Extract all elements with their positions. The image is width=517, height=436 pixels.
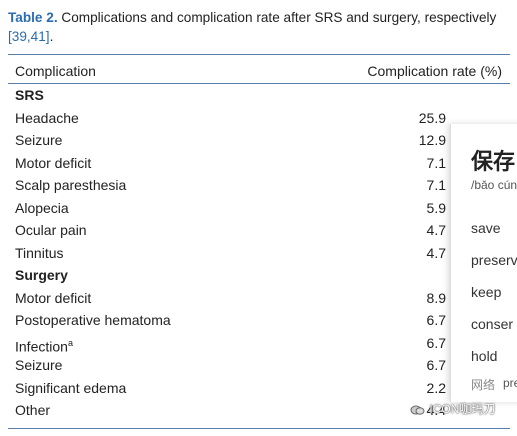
header-rule — [8, 83, 510, 84]
caption-label: Table 2. — [8, 10, 58, 25]
web-label: 网络 — [471, 378, 496, 392]
label-text: Ocular pain — [15, 222, 87, 238]
watermark-text: ICON咖玛刀 — [429, 402, 496, 416]
row-label: Seizure — [15, 131, 62, 149]
row-value: 7.1 — [426, 154, 446, 171]
row-label: Postoperative hematoma — [15, 311, 171, 329]
row-value: 6.7 — [426, 312, 446, 328]
row-label: Significant edema — [15, 379, 126, 397]
label-text: Infection — [15, 338, 68, 355]
row-value: 12.9 — [418, 132, 446, 148]
web-text: pre — [503, 376, 517, 390]
sense: conser — [471, 316, 514, 332]
footnote-mark: a — [67, 337, 73, 348]
sense: save — [471, 220, 501, 236]
sense: hold — [471, 348, 498, 364]
row-label: Ocular pain — [15, 221, 87, 239]
label-text: Scalp paresthesia — [15, 177, 127, 193]
caption-refs[interactable]: [39,41] — [8, 29, 50, 44]
translation-popup[interactable]: 保存 /bǎo cún save preserv keep conser hold 网络… — [450, 124, 517, 402]
row-label: Headache — [15, 109, 79, 127]
row-value: 25.9 — [418, 109, 446, 126]
row-label: Motor deficit — [15, 289, 91, 307]
row-value: 5.9 — [426, 199, 446, 216]
label-text: Seizure — [15, 132, 63, 148]
row-label: Seizure — [15, 356, 62, 374]
sense: preserv — [471, 252, 517, 268]
caption-end: . — [49, 29, 54, 44]
label-text: Postoperative hematoma — [15, 312, 171, 328]
label-text: Significant edema — [15, 379, 127, 396]
wechat-icon — [410, 405, 425, 415]
sense: keep — [471, 284, 502, 300]
label-text: Other — [15, 402, 51, 418]
row-value: 7.1 — [426, 177, 446, 193]
row-label: Motor deficit — [15, 154, 91, 172]
label-text: Seizure — [15, 357, 63, 373]
row-value: 4.4 — [426, 402, 446, 418]
row-value: 6.7 — [426, 334, 446, 351]
row-value: 4.7 — [426, 244, 446, 261]
table-caption: Table 2. Complications and complication … — [8, 8, 514, 46]
top-rule — [8, 54, 510, 55]
label-text: Motor deficit — [15, 289, 92, 306]
headword: 保存 — [471, 149, 516, 174]
row-value: 4.7 — [426, 222, 446, 238]
row-value: 8.9 — [426, 289, 446, 306]
row-label: Other — [15, 401, 50, 419]
group-label: Surgery — [15, 267, 68, 283]
row-value: 2.2 — [426, 379, 446, 396]
header-cell: Complication — [15, 63, 96, 79]
label-text: Headache — [15, 109, 79, 126]
watermark: ICON咖玛刀 — [410, 400, 495, 417]
row-label: Alopecia — [15, 199, 69, 217]
row-label: Tinnitus — [15, 244, 64, 262]
row-value: 6.7 — [426, 357, 446, 373]
label-text: Tinnitus — [15, 244, 64, 261]
group-label: SRS — [15, 87, 44, 103]
header-cell: Complication rate (%) — [367, 63, 502, 79]
label-text: Motor deficit — [15, 154, 92, 171]
caption-text: Complications and complication rate afte… — [61, 10, 497, 25]
row-label: Infectiona — [15, 334, 73, 356]
bottom-rule — [8, 428, 510, 429]
row-label: Scalp paresthesia — [15, 176, 126, 194]
label-text: Alopecia — [15, 199, 69, 216]
pinyin: /bǎo cún — [471, 178, 517, 192]
